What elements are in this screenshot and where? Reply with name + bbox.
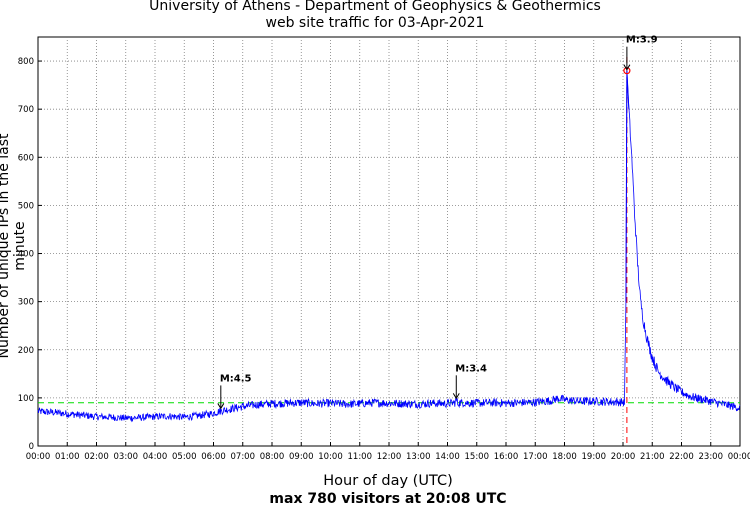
x-tick-label: 06:00 — [201, 452, 226, 462]
x-tick-label: 13:00 — [406, 452, 431, 462]
x-tick-label: 00:00 — [26, 452, 51, 462]
annotation-arrowhead — [217, 403, 225, 410]
y-tick-label: 200 — [18, 346, 34, 356]
x-tick-label: 23:00 — [699, 452, 724, 462]
x-tick-label: 01:00 — [55, 452, 80, 462]
x-tick-label: 12:00 — [377, 452, 402, 462]
x-axis-label: Hour of day (UTC) — [323, 473, 453, 489]
annotation-arrowhead — [623, 64, 631, 71]
x-tick-label: 03:00 — [114, 452, 139, 462]
y-tick-label: 600 — [18, 153, 34, 163]
x-tick-label: 22:00 — [669, 452, 694, 462]
traffic-series-line — [37, 70, 741, 423]
x-tick-label: 11:00 — [348, 452, 373, 462]
y-tick-label: 400 — [18, 250, 34, 260]
y-tick-label: 700 — [18, 105, 34, 115]
x-tick-label: 00:00 — [728, 452, 750, 462]
y-tick-label: 800 — [18, 57, 34, 67]
x-tick-label: 15:00 — [465, 452, 490, 462]
chart-subtitle: web site traffic for 03-Apr-2021 — [265, 15, 485, 31]
x-tick-label: 04:00 — [143, 452, 168, 462]
x-tick-label: 16:00 — [494, 452, 519, 462]
annotation-arrowhead — [452, 393, 460, 400]
annotation-label: M:3.4 — [455, 363, 487, 374]
y-tick-label: 300 — [18, 298, 34, 308]
x-tick-label: 07:00 — [231, 452, 256, 462]
x-tick-label: 19:00 — [582, 452, 607, 462]
y-tick-label: 0 — [29, 442, 34, 452]
traffic-peak-segment — [625, 70, 630, 302]
x-tick-label: 20:00 — [611, 452, 636, 462]
x-tick-label: 14:00 — [435, 452, 460, 462]
annotation-label: M:4.5 — [220, 373, 252, 384]
max-visitors-note: max 780 visitors at 20:08 UTC — [269, 491, 507, 507]
x-tick-label: 10:00 — [318, 452, 343, 462]
x-tick-label: 02:00 — [84, 452, 109, 462]
x-tick-label: 05:00 — [172, 452, 197, 462]
annotation-label: M:3.9 — [626, 35, 658, 46]
x-tick-label: 21:00 — [640, 452, 665, 462]
x-tick-label: 08:00 — [260, 452, 285, 462]
chart-title: University of Athens - Department of Geo… — [149, 0, 601, 14]
x-tick-label: 09:00 — [289, 452, 314, 462]
y-tick-label: 100 — [18, 394, 34, 404]
y-tick-label: 500 — [18, 201, 34, 211]
x-tick-label: 17:00 — [523, 452, 548, 462]
x-tick-label: 18:00 — [552, 452, 577, 462]
